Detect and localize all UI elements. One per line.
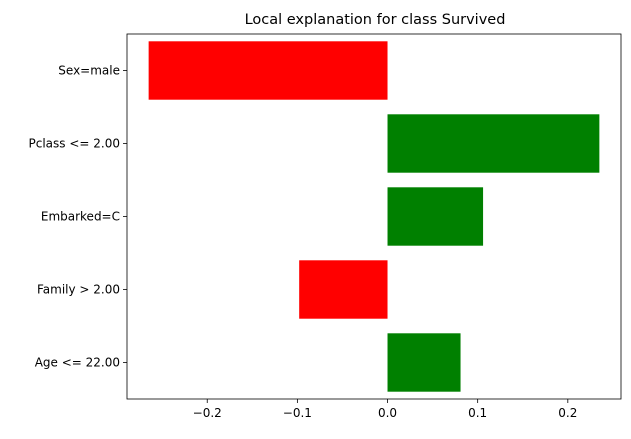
x-tick-label: −0.1 [283, 406, 312, 420]
chart-title: Local explanation for class Survived [245, 12, 506, 28]
x-tick-label: 0.0 [378, 406, 397, 420]
bar [148, 41, 388, 100]
x-tick-label: 0.2 [558, 406, 577, 420]
bar [387, 114, 600, 173]
x-tick-label: 0.1 [468, 406, 487, 420]
bar [299, 260, 388, 319]
y-tick-label: Embarked=C [41, 210, 120, 224]
plot-area: Sex=male Pclass <= 2.00 Embarked=C Family >… [29, 33, 622, 420]
y-tick-label: Age <= 22.00 [35, 356, 120, 370]
y-tick-label: Family > 2.00 [37, 283, 120, 297]
x-tick-label: −0.2 [193, 406, 222, 420]
y-tick-label: Sex=male [58, 64, 120, 78]
axes-frame [126, 33, 622, 400]
bar [387, 187, 484, 246]
bar [387, 333, 461, 392]
y-tick-label: Pclass <= 2.00 [29, 137, 120, 151]
